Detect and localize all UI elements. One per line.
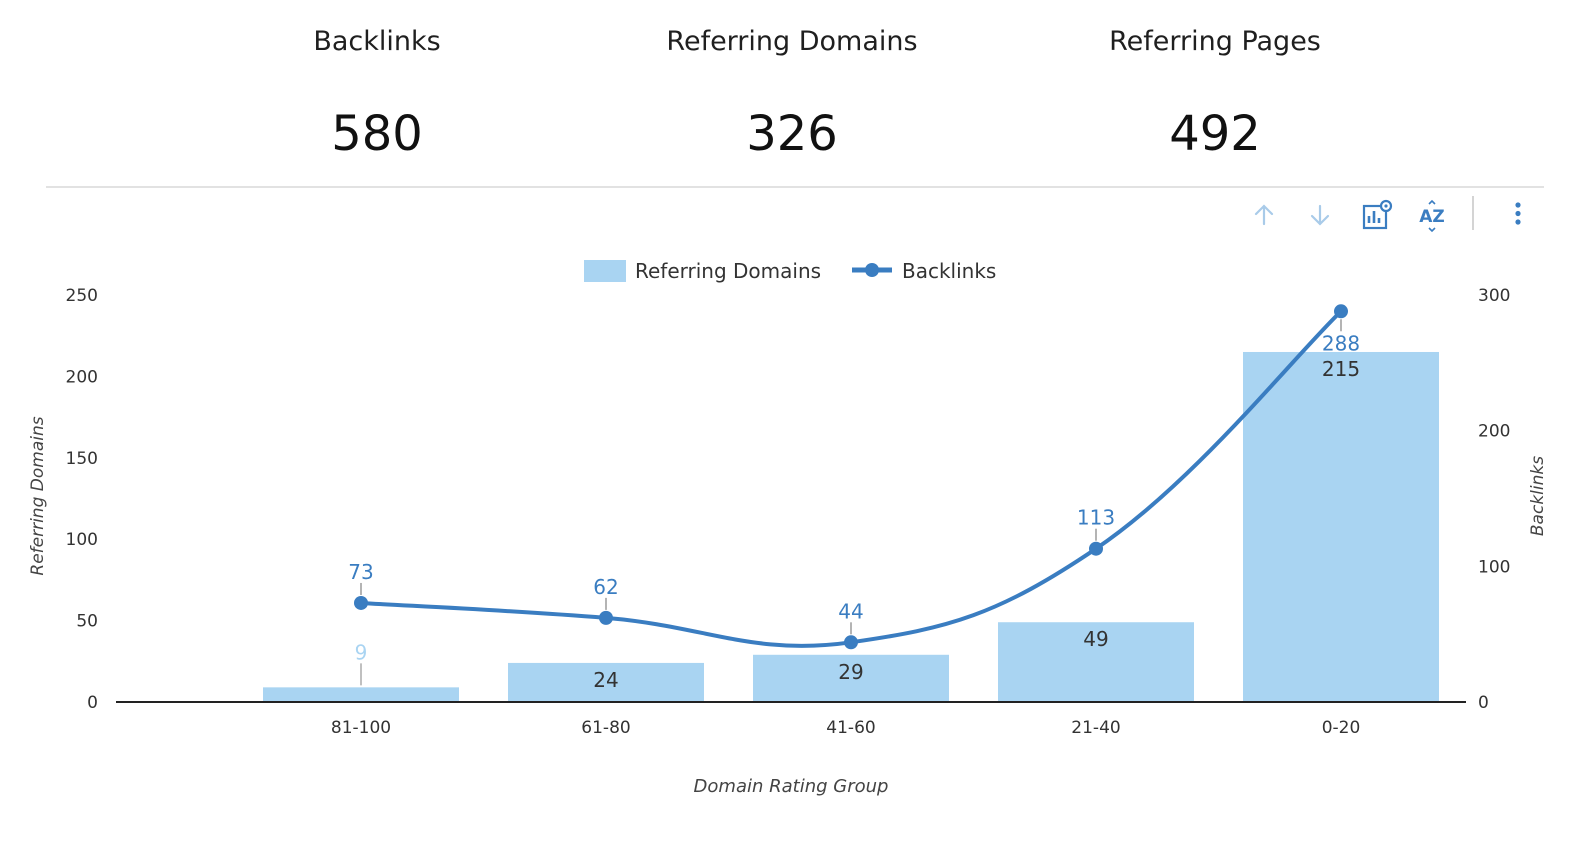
bar-21-40 [998,622,1194,702]
backlinks-value-label: 73 [348,560,373,584]
x-tick-label: 61-80 [581,718,630,738]
y-right-tick-label: 100 [1478,557,1510,577]
kpi-value: 492 [1169,106,1261,162]
kpi-label: Referring Domains [666,26,918,57]
bar-value-label: 29 [838,660,863,684]
bar-0-20 [1243,351,1439,702]
arrow-up-icon[interactable] [1244,196,1284,236]
y-left-axis-title: Referring Domains [28,416,48,575]
bar-value-label: 215 [1322,357,1360,381]
x-tick-label: 0-20 [1322,718,1361,738]
chart-toolbar: AZ [1254,196,1556,240]
y-left-tick-label: 150 [66,449,98,469]
backlinks-value-label: 44 [838,599,863,623]
y-left-tick-label: 50 [76,612,98,632]
x-tick-label: 41-60 [826,718,875,738]
sort-az-icon[interactable]: AZ [1412,196,1452,236]
bar-value-label: 9 [355,640,368,664]
y-left-tick-label: 100 [66,530,98,550]
y-right-tick-label: 200 [1478,422,1510,442]
backlinks-line [359,309,1343,648]
toolbar-separator [1472,196,1474,230]
y-right-tick-label: 0 [1478,693,1489,713]
backlinks-value-label: 113 [1077,506,1115,530]
kpi-value: 580 [331,106,423,162]
kpi-value: 326 [746,106,838,162]
backlinks-point-81-100 [354,595,368,610]
backlinks-point-41-60 [844,635,858,650]
x-axis-title: Domain Rating Group [694,776,889,797]
legend-label-backlinks[interactable]: Backlinks [902,259,996,283]
y-right-tick-label: 300 [1478,286,1510,306]
bar-41-60 [753,654,949,702]
bar-value-label: 49 [1083,627,1108,651]
y-left-tick-label: 250 [66,286,98,306]
backlinks-point-0-20 [1334,304,1348,319]
y-left-tick-label: 200 [66,367,98,387]
bar-81-100 [263,687,459,702]
legend: Referring Domains Backlinks [584,259,996,283]
bar-value-label: 24 [593,668,618,692]
backlinks-value-label: 288 [1322,331,1360,355]
more-vertical-icon[interactable] [1498,196,1538,236]
x-tick-label: 81-100 [331,718,391,738]
kpi-referring-pages: Referring Pages 492 [1045,20,1385,162]
kpi-label: Referring Pages [1109,26,1321,57]
y-left-tick-label: 0 [87,693,98,713]
bar-61-80 [508,662,704,702]
kpi-referring-domains: Referring Domains 326 [622,20,962,162]
arrow-down-icon[interactable] [1300,196,1340,236]
backlinks-point-61-80 [599,610,613,625]
legend-swatch-referring-domains[interactable] [584,260,626,282]
legend-marker-backlinks[interactable] [865,263,879,277]
kpi-backlinks: Backlinks 580 [207,20,547,162]
sort-az-label: AZ [1419,207,1444,227]
kpi-divider [46,186,1544,188]
legend-label-referring-domains[interactable]: Referring Domains [635,259,821,283]
x-tick-label: 21-40 [1071,718,1120,738]
y-right-axis-title: Backlinks [1528,456,1548,536]
kpi-label: Backlinks [313,26,441,57]
backlinks-point-21-40 [1089,541,1103,556]
chart: Referring Domains Backlinks 0 50 100 150 200 25… [28,259,1548,797]
chart-settings-icon[interactable] [1356,196,1396,236]
backlinks-value-label: 62 [593,575,618,599]
